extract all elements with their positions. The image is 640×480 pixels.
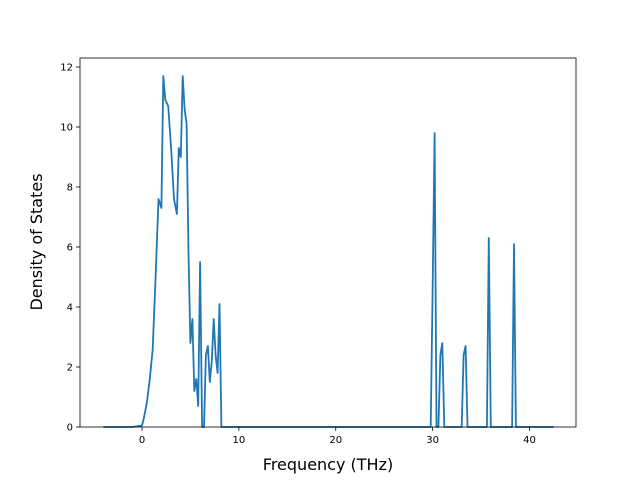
- x-axis: 0 10 20 30 40: [139, 427, 536, 446]
- plot-frame: [79, 57, 577, 428]
- x-tick-label: 30: [426, 435, 439, 446]
- y-tick-label: 0: [67, 423, 73, 434]
- y-tick-label: 2: [67, 363, 73, 374]
- x-axis-label: Frequency (THz): [263, 455, 393, 474]
- y-axis-label: Density of States: [27, 173, 46, 310]
- dos-series-line-0: [103, 75, 554, 428]
- x-tick-label: 40: [523, 435, 536, 446]
- y-tick-label: 8: [67, 183, 73, 194]
- y-tick-label: 4: [67, 303, 73, 314]
- y-tick-label: 6: [67, 243, 73, 254]
- x-tick-label: 10: [233, 435, 246, 446]
- y-tick-label: 12: [60, 63, 73, 74]
- x-tick-label: 20: [329, 435, 342, 446]
- x-tick-label: 0: [139, 435, 145, 446]
- y-axis: 0 2 4 6 8 10 12: [60, 63, 80, 434]
- y-tick-label: 10: [60, 123, 73, 134]
- plot-area: [103, 75, 554, 428]
